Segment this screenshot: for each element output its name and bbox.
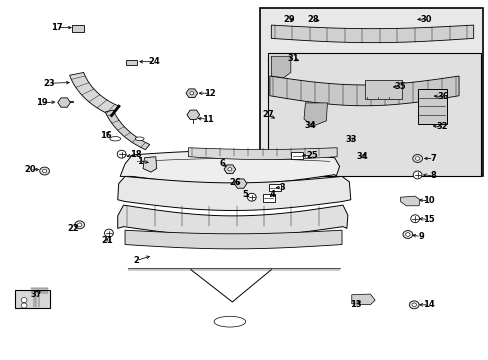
Text: 17: 17 (51, 23, 62, 32)
Polygon shape (105, 110, 149, 150)
Text: 18: 18 (130, 150, 142, 159)
Ellipse shape (410, 215, 419, 223)
Text: 29: 29 (283, 15, 295, 24)
Bar (72, 26, 83, 32)
Polygon shape (120, 151, 339, 184)
Polygon shape (125, 230, 341, 249)
Ellipse shape (21, 303, 27, 308)
Polygon shape (185, 89, 197, 98)
Text: 20: 20 (24, 166, 36, 175)
Text: 21: 21 (101, 237, 113, 246)
Text: 14: 14 (422, 300, 434, 309)
Ellipse shape (214, 316, 245, 327)
Ellipse shape (189, 91, 193, 95)
Polygon shape (118, 205, 347, 237)
Text: 30: 30 (419, 15, 431, 24)
Bar (417, 89, 446, 125)
Text: 26: 26 (229, 178, 241, 187)
Text: 25: 25 (305, 151, 317, 160)
Text: 4: 4 (269, 190, 275, 199)
Ellipse shape (227, 168, 231, 171)
Ellipse shape (411, 303, 415, 307)
Ellipse shape (21, 298, 27, 303)
Text: 33: 33 (345, 135, 356, 144)
Ellipse shape (405, 233, 409, 236)
Text: 34: 34 (304, 121, 316, 130)
Polygon shape (224, 165, 235, 174)
Polygon shape (118, 176, 350, 211)
Text: 23: 23 (43, 79, 55, 88)
Ellipse shape (110, 136, 121, 141)
Text: 34: 34 (356, 152, 367, 161)
Bar (365, 80, 401, 99)
Text: 3: 3 (279, 183, 285, 192)
Text: 2: 2 (133, 256, 139, 265)
Text: 5: 5 (242, 190, 248, 199)
Text: 28: 28 (306, 15, 318, 24)
Text: 7: 7 (430, 154, 436, 163)
Bar (126, 59, 137, 65)
Polygon shape (188, 148, 336, 159)
Polygon shape (351, 294, 374, 305)
Polygon shape (234, 179, 246, 188)
Ellipse shape (77, 223, 81, 226)
Polygon shape (271, 25, 473, 42)
Text: 36: 36 (437, 92, 448, 101)
Text: 10: 10 (422, 196, 434, 205)
Polygon shape (58, 98, 70, 107)
Ellipse shape (42, 169, 47, 173)
Ellipse shape (247, 193, 256, 201)
Text: 19: 19 (36, 98, 48, 107)
Bar (291, 152, 303, 159)
Ellipse shape (402, 230, 412, 238)
Text: 27: 27 (262, 110, 273, 119)
Polygon shape (143, 157, 157, 172)
Text: 1: 1 (137, 157, 142, 166)
Text: 12: 12 (204, 89, 216, 98)
Text: 9: 9 (417, 232, 423, 241)
Text: 37: 37 (30, 290, 41, 299)
Text: 15: 15 (422, 215, 434, 224)
Bar (15, 290, 50, 309)
Ellipse shape (104, 229, 113, 237)
Text: 22: 22 (67, 224, 79, 233)
Ellipse shape (135, 137, 144, 140)
Text: 16: 16 (100, 131, 111, 140)
Polygon shape (271, 56, 290, 78)
Bar (268, 184, 280, 192)
Ellipse shape (75, 221, 84, 229)
Text: 31: 31 (287, 54, 299, 63)
Text: 11: 11 (202, 114, 213, 123)
Text: 24: 24 (148, 57, 160, 66)
Text: 32: 32 (435, 122, 447, 131)
Polygon shape (269, 76, 458, 106)
Polygon shape (304, 103, 327, 126)
Ellipse shape (415, 157, 419, 160)
Ellipse shape (412, 171, 421, 179)
Text: 35: 35 (394, 82, 406, 91)
Ellipse shape (117, 150, 126, 158)
Polygon shape (400, 196, 419, 206)
Ellipse shape (412, 154, 422, 162)
Ellipse shape (40, 167, 49, 175)
Bar (267, 53, 480, 176)
Text: 6: 6 (219, 159, 225, 168)
Polygon shape (186, 110, 199, 120)
Polygon shape (69, 72, 119, 116)
Text: 13: 13 (349, 300, 361, 309)
Ellipse shape (408, 301, 418, 309)
Bar (260, 8, 483, 176)
Bar (263, 194, 274, 202)
Text: 8: 8 (430, 171, 436, 180)
